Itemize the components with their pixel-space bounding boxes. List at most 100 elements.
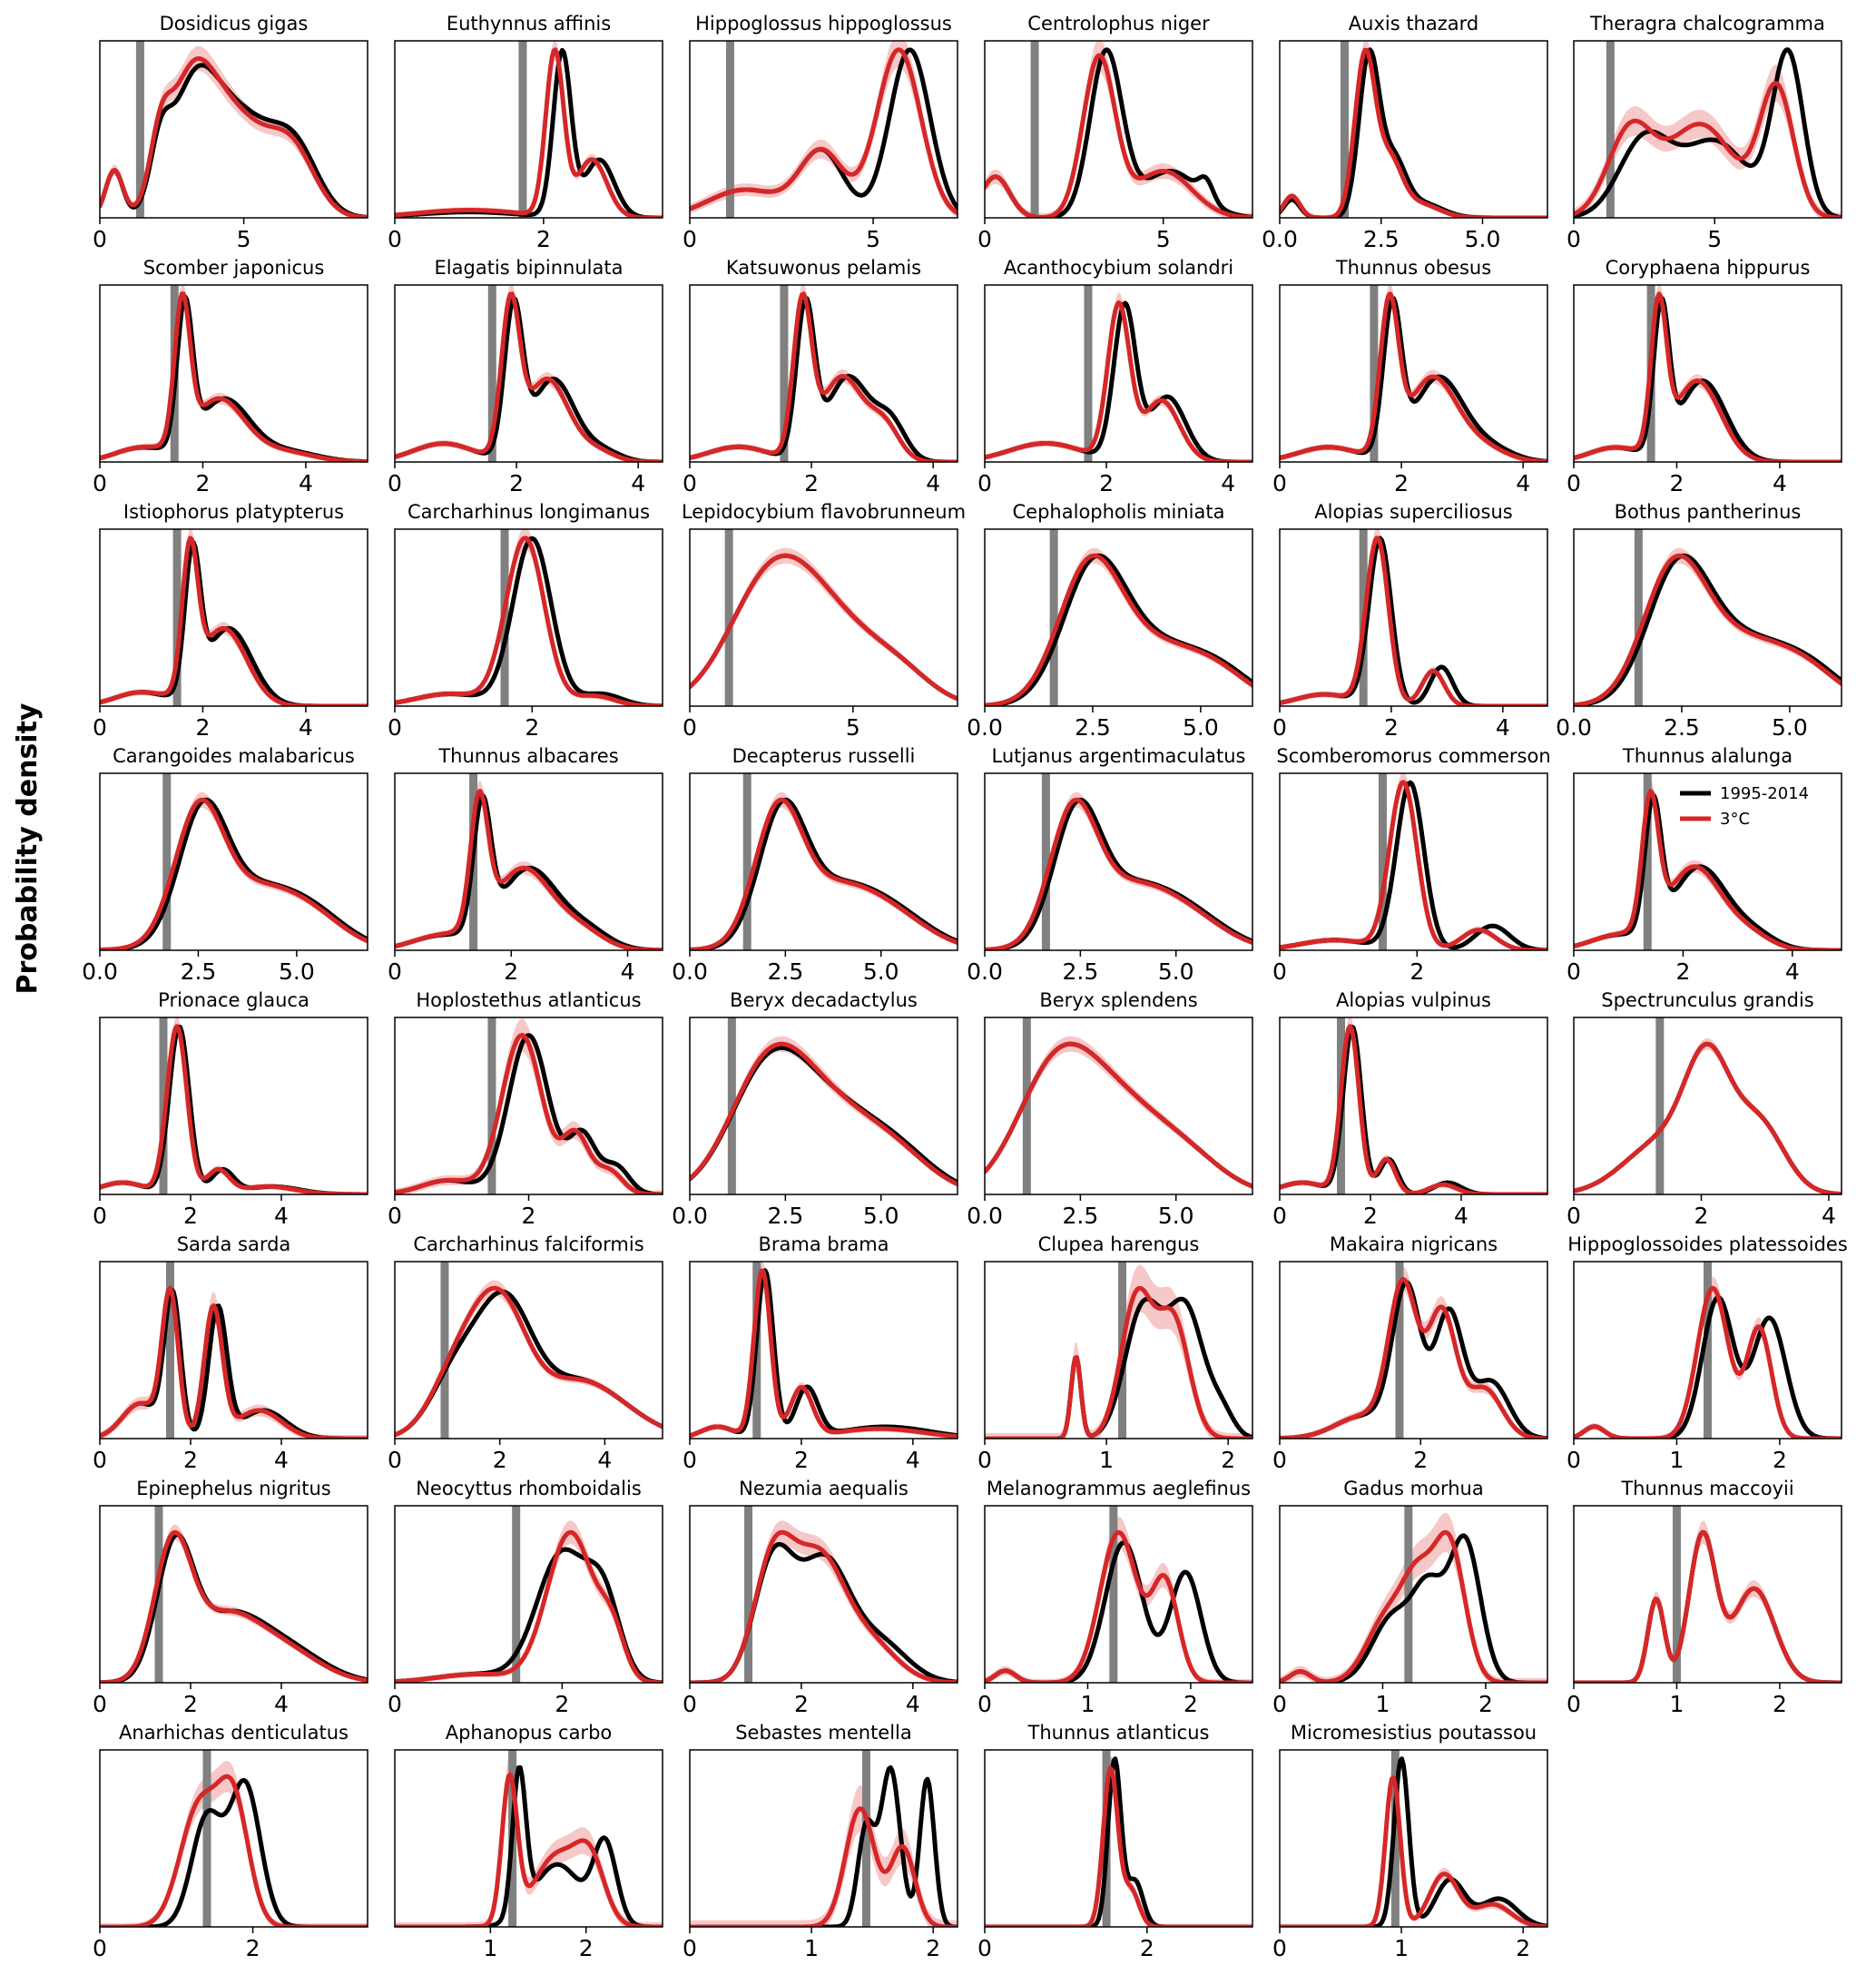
x-tick-label: 4 <box>597 1447 612 1473</box>
warming-series-line <box>1574 789 1842 950</box>
x-tick-label: 1 <box>1376 1691 1390 1717</box>
warming-series-line <box>395 789 663 950</box>
baseline-series-line <box>100 294 368 462</box>
threshold-bar <box>487 1017 496 1194</box>
warming-series-line <box>1574 291 1842 462</box>
x-tick-label: 0.0 <box>1556 714 1592 741</box>
x-tick-label: 2 <box>1773 1691 1787 1717</box>
uncertainty-band <box>100 1017 368 1194</box>
panel-frame <box>99 1017 368 1195</box>
uncertainty-band <box>395 1018 663 1194</box>
warming-series-line <box>395 1285 663 1438</box>
x-tick-label: 4 <box>1822 1203 1836 1229</box>
warming-series-line <box>690 47 958 216</box>
warming-series-line <box>1280 1277 1547 1439</box>
x-tick-label: 1 <box>1394 1935 1409 1961</box>
threshold-bar <box>1341 41 1350 218</box>
panel-title: Makaira nigricans <box>1330 1233 1498 1255</box>
x-tick-label: 1 <box>1670 1447 1684 1473</box>
warming-series-line <box>690 797 958 950</box>
species-panel: Neocyttus rhomboidalis 0 2 <box>388 1478 663 1717</box>
panel-title: Carcharhinus falciformis <box>413 1233 643 1255</box>
panel-title: Theragra chalcogramma <box>1589 13 1825 34</box>
panel-title: Epinephelus nigritus <box>136 1478 330 1499</box>
warming-series-line <box>100 291 368 462</box>
panel-frame <box>689 40 958 219</box>
x-tick-label: 2 <box>1394 470 1409 496</box>
x-tick-label: 2 <box>794 1447 809 1473</box>
panel-title: Bothus pantherinus <box>1615 501 1802 523</box>
panel-frame <box>99 1261 368 1439</box>
x-tick-label: 0 <box>1272 470 1287 496</box>
warming-series-line <box>1280 536 1547 706</box>
panel-title: Centrolophus niger <box>1027 13 1210 34</box>
x-tick-label: 4 <box>1454 1203 1468 1229</box>
panel-frame <box>1573 40 1842 219</box>
baseline-series-line <box>690 1542 958 1683</box>
warming-series-line <box>1574 1285 1842 1439</box>
threshold-bar <box>742 773 751 950</box>
species-panel: Clupea harengus 0 1 2 <box>977 1233 1253 1473</box>
threshold-bar <box>1606 41 1615 218</box>
threshold-bar <box>166 1262 174 1439</box>
x-tick-label: 5 <box>1707 226 1722 252</box>
species-panel: Scomber japonicus 0 2 4 <box>93 257 368 496</box>
legend-label: 3°C <box>1720 810 1750 829</box>
baseline-series-line <box>690 296 958 462</box>
baseline-series-line <box>1574 47 1842 218</box>
panel-title: Sebastes mentella <box>735 1722 912 1744</box>
warming-series-line <box>1574 81 1842 218</box>
panel-frame <box>1279 284 1548 463</box>
species-panel: Alopias superciliosus 0 2 4 <box>1272 501 1548 741</box>
warming-series-line <box>690 1041 958 1187</box>
species-panel: Hippoglossus hippoglossus 0 5 <box>683 13 958 252</box>
panel-title: Acanthocybium solandri <box>1004 257 1233 279</box>
baseline-series-line <box>985 1540 1252 1683</box>
baseline-series-line <box>395 536 663 706</box>
uncertainty-band <box>690 41 958 218</box>
legend: 1995-2014 3°C <box>1680 784 1809 829</box>
panel-frame <box>1279 1505 1548 1684</box>
uncertainty-band <box>100 791 368 950</box>
x-tick-label: 1 <box>1081 1691 1095 1717</box>
panel-frame <box>394 1261 663 1439</box>
panel-title: Decapterus russelli <box>732 745 916 767</box>
warming-series-line <box>1574 1529 1842 1683</box>
uncertainty-band <box>690 547 958 702</box>
x-tick-label: 2.5 <box>1363 226 1400 252</box>
panel-title: Carangoides malabaricus <box>113 745 355 767</box>
x-tick-label: 5.0 <box>279 958 315 985</box>
species-panel: Sebastes mentella 0 1 2 <box>683 1722 958 1961</box>
threshold-bar <box>1704 1262 1712 1439</box>
panel-frame <box>689 1749 958 1928</box>
panel-frame <box>394 1749 663 1928</box>
baseline-series-line <box>395 1289 663 1438</box>
panel-title: Brama brama <box>758 1233 889 1255</box>
x-tick-label: 2 <box>1670 470 1684 496</box>
warming-series-line <box>395 536 663 706</box>
x-tick-label: 0.0 <box>672 958 708 985</box>
panel-title: Thunnus alalunga <box>1622 745 1793 767</box>
warming-series-line <box>395 291 663 462</box>
species-panel: Acanthocybium solandri 0 2 4 <box>977 257 1253 496</box>
panel-frame <box>689 1017 958 1195</box>
threshold-bar <box>780 285 789 462</box>
panel-frame <box>1279 772 1548 951</box>
panel-title: Hippoglossoides platessoides <box>1567 1233 1848 1255</box>
x-tick-label: 4 <box>274 1203 289 1229</box>
x-tick-label: 2 <box>525 714 539 741</box>
panel-frame <box>1573 1261 1842 1439</box>
panel-frame <box>1573 528 1842 707</box>
x-tick-label: 0 <box>388 470 402 496</box>
panel-frame <box>689 1261 958 1439</box>
threshold-bar <box>1041 773 1050 950</box>
threshold-bar <box>1022 1017 1031 1194</box>
threshold-bar <box>1049 529 1058 706</box>
panel-frame <box>394 772 663 951</box>
x-tick-label: 2.5 <box>1664 714 1700 741</box>
baseline-series-line <box>985 1756 1252 1927</box>
y-axis-label: Probability density <box>12 703 44 994</box>
baseline-series-line <box>985 1296 1252 1439</box>
panel-frame <box>1573 772 1842 951</box>
